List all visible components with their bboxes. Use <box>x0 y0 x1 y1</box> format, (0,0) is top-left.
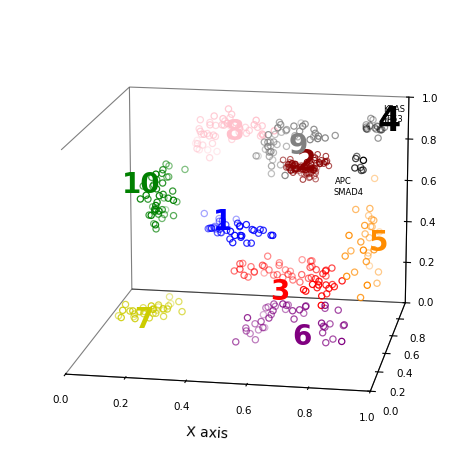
X-axis label: X axis: X axis <box>186 425 228 441</box>
